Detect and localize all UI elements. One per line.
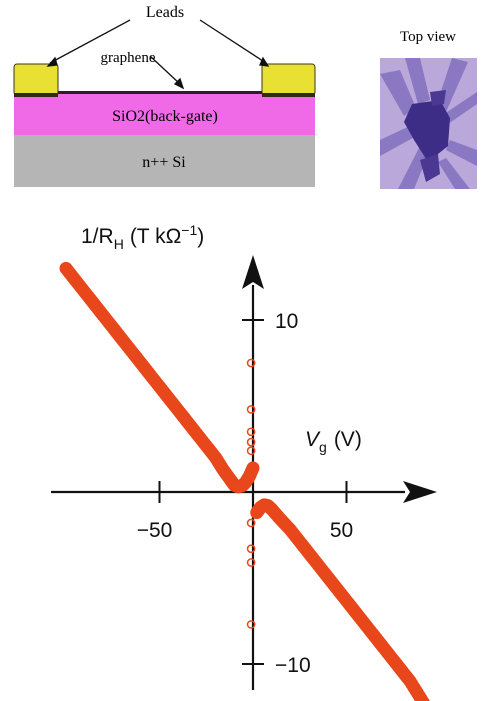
x-axis-arrow bbox=[403, 481, 437, 503]
y-axis-label-prefix: 1/R bbox=[81, 225, 114, 248]
graphene-label: graphene bbox=[101, 50, 156, 66]
y-axis-label-unit-sup: −1 bbox=[181, 222, 197, 238]
x-tick-label: −50 bbox=[137, 519, 173, 542]
right-lead bbox=[261, 63, 316, 97]
data-point bbox=[420, 698, 430, 701]
data-point-open bbox=[246, 446, 256, 456]
x-axis-label-unit: (V) bbox=[334, 428, 362, 451]
axis-ticks: −50 50 10 −10 bbox=[137, 310, 353, 677]
data-point-open bbox=[246, 437, 256, 447]
x-tick-label: 50 bbox=[330, 519, 353, 542]
y-axis-label-close: ) bbox=[197, 225, 204, 248]
x-axis-label: Vg (V) bbox=[305, 428, 362, 455]
device-schematic: Leads graphene SiO2(back-gate) n++ Si bbox=[13, 4, 316, 187]
x-axis-label-sub: g bbox=[319, 439, 327, 455]
substrate-label: n++ Si bbox=[142, 154, 186, 171]
top-view-panel: Top view bbox=[380, 29, 477, 189]
data-point-open bbox=[246, 558, 256, 567]
graphene-sheet bbox=[56, 91, 262, 94]
data-point-open bbox=[246, 518, 256, 528]
data-point-open bbox=[246, 358, 256, 368]
substrate-layer bbox=[14, 135, 315, 187]
data-points bbox=[59, 261, 430, 701]
data-point-open bbox=[246, 405, 256, 414]
y-tick-label: 10 bbox=[275, 310, 298, 333]
lead-arrows bbox=[46, 19, 270, 90]
leads-label: Leads bbox=[146, 4, 184, 21]
data-point-open bbox=[246, 620, 256, 629]
y-axis-arrow bbox=[242, 255, 264, 289]
y-axis-label-unit: (T kΩ bbox=[130, 225, 181, 248]
oxide-layer bbox=[14, 94, 315, 135]
y-axis-label: 1/RH (T kΩ−1) bbox=[81, 222, 204, 252]
x-axis-label-prefix: V bbox=[305, 428, 321, 451]
top-view-label: Top view bbox=[400, 29, 456, 45]
hall-plot: −50 50 10 −10 1/RH (T kΩ−1) Vg (V) bbox=[51, 222, 437, 701]
y-tick-label: −10 bbox=[275, 654, 311, 677]
device-micrograph bbox=[380, 58, 477, 189]
data-point bbox=[246, 461, 260, 475]
data-point-open bbox=[246, 544, 256, 554]
y-axis-label-sub: H bbox=[114, 236, 124, 252]
oxide-label: SiO2(back-gate) bbox=[112, 108, 218, 125]
data-point-open bbox=[246, 427, 256, 437]
left-lead bbox=[13, 63, 59, 97]
